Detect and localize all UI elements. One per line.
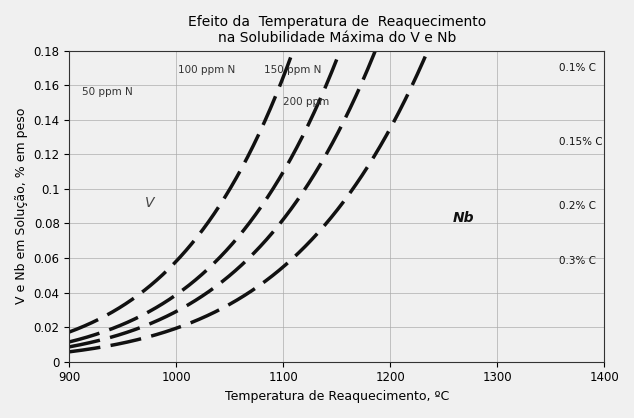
Text: Nb: Nb <box>452 211 474 225</box>
Text: V: V <box>145 196 154 210</box>
Text: 50 ppm N: 50 ppm N <box>82 87 133 97</box>
Text: 200 ppm: 200 ppm <box>283 97 330 107</box>
Text: 100 ppm N: 100 ppm N <box>179 64 236 74</box>
Text: 0.15% C: 0.15% C <box>559 137 603 147</box>
Y-axis label: V e Nb em Solução, % em peso: V e Nb em Solução, % em peso <box>15 108 28 304</box>
Text: 0.2% C: 0.2% C <box>559 201 596 211</box>
X-axis label: Temperatura de Reaquecimento, ºC: Temperatura de Reaquecimento, ºC <box>224 390 449 403</box>
Text: 0.1% C: 0.1% C <box>559 63 596 73</box>
Title: Efeito da  Temperatura de  Reaquecimento
na Solubilidade Máxima do V e Nb: Efeito da Temperatura de Reaquecimento n… <box>188 15 486 45</box>
Text: 0.3% C: 0.3% C <box>559 257 596 266</box>
Text: 150 ppm N: 150 ppm N <box>264 64 321 74</box>
